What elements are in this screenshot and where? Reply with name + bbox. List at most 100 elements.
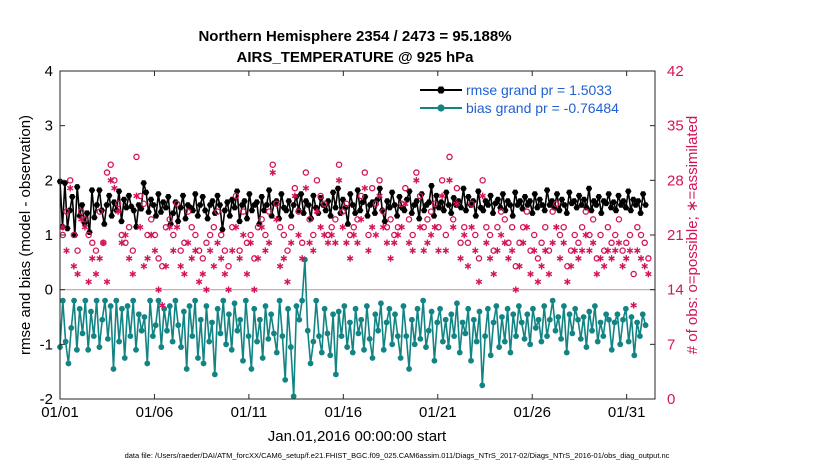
rmse-point xyxy=(64,225,71,232)
obs-assimilated-point xyxy=(63,247,70,254)
bias-point xyxy=(237,316,244,323)
bias-point xyxy=(175,322,182,329)
bias-point xyxy=(425,327,432,334)
obs-assimilated-point xyxy=(335,177,343,184)
rmse-point xyxy=(258,194,265,200)
rmse-point xyxy=(214,192,221,199)
rmse-point xyxy=(593,202,600,208)
bias-point xyxy=(431,357,438,364)
bias-point xyxy=(68,325,75,331)
obs-possible-point xyxy=(85,231,92,239)
rmse-point xyxy=(174,218,182,225)
bias-point xyxy=(62,338,69,345)
obs-assimilated-point xyxy=(225,286,232,293)
bias-point xyxy=(223,341,229,348)
obs-possible-point xyxy=(556,231,564,239)
obs-assimilated-point xyxy=(501,239,509,247)
bias-point xyxy=(71,297,77,304)
bias-point xyxy=(318,349,325,356)
bias-point xyxy=(242,297,249,304)
bias-point xyxy=(454,300,460,307)
bias-point xyxy=(307,360,314,367)
bias-point xyxy=(544,333,550,340)
bias-point xyxy=(524,311,531,318)
obs-assimilated-point xyxy=(479,192,486,200)
rmse-point xyxy=(93,202,101,208)
obs-assimilated-point xyxy=(291,192,299,200)
rmse-point xyxy=(352,210,359,216)
bias-point xyxy=(580,314,587,320)
obs-assimilated-point xyxy=(534,278,542,286)
obs-assimilated-point xyxy=(221,270,229,278)
obs-possible-point xyxy=(170,231,177,239)
bias-point xyxy=(414,305,421,312)
bias-point xyxy=(355,330,362,337)
obs-possible-point xyxy=(221,247,229,254)
obs-possible-point xyxy=(236,247,243,254)
bias-point xyxy=(119,305,125,312)
rmse-point xyxy=(475,188,482,194)
rmse-point xyxy=(571,198,578,204)
bias-point xyxy=(496,344,503,350)
y-right-tick-label: 0 xyxy=(667,391,675,408)
bias-point xyxy=(597,319,604,326)
rmse-point xyxy=(354,187,361,193)
bias-point xyxy=(195,355,201,361)
bias-point xyxy=(572,305,579,312)
rmse-point xyxy=(487,192,494,199)
rmse-point xyxy=(489,210,497,216)
y-tick-label: 1 xyxy=(45,227,53,244)
bias-point xyxy=(338,333,345,340)
bias-point xyxy=(456,349,463,356)
rmse-point xyxy=(265,187,273,193)
rmse-point xyxy=(507,202,514,208)
obs-assimilated-point xyxy=(368,223,376,231)
rmse-point xyxy=(120,196,128,203)
obs-assimilated-point xyxy=(508,247,516,254)
rmse-point xyxy=(433,192,440,199)
obs-possible-point xyxy=(475,255,483,262)
obs-assimilated-point xyxy=(346,255,354,262)
rmse-point xyxy=(413,198,420,204)
rmse-point xyxy=(603,200,610,207)
bias-point xyxy=(591,303,598,309)
obs-assimilated-point xyxy=(147,231,155,239)
rmse-point xyxy=(108,213,115,219)
bias-point xyxy=(316,333,322,340)
rmse-point xyxy=(317,195,324,201)
obs-possible-point xyxy=(424,216,431,223)
obs-assimilated-point xyxy=(494,247,501,254)
obs-assimilated-point xyxy=(59,223,67,231)
obs-possible-point xyxy=(188,223,195,231)
obs-assimilated-point xyxy=(287,239,295,247)
bias-point xyxy=(65,360,72,367)
rmse-point xyxy=(347,191,354,197)
bias-point xyxy=(518,319,525,326)
obs-possible-point xyxy=(332,216,339,223)
obs-possible-point xyxy=(357,192,365,200)
rmse-point xyxy=(88,187,96,193)
bias-point xyxy=(138,327,145,334)
obs-assimilated-point xyxy=(77,216,85,223)
obs-assimilated-point xyxy=(431,223,439,231)
obs-assimilated-point xyxy=(413,177,420,184)
rmse-point xyxy=(435,204,443,211)
obs-possible-point xyxy=(184,208,192,215)
rmse-point xyxy=(369,199,376,205)
rmse-point xyxy=(543,187,551,193)
obs-assimilated-point xyxy=(85,278,92,286)
obs-possible-point xyxy=(372,200,380,208)
obs-possible-point xyxy=(387,216,394,223)
y-tick-label: -1 xyxy=(40,336,53,353)
legend-bias-label: bias grand pr = -0.76484 xyxy=(466,100,619,116)
y-tick-label: 2 xyxy=(45,172,53,189)
rmse-point xyxy=(627,207,634,214)
rmse-point xyxy=(142,189,150,196)
rmse-point xyxy=(160,199,167,205)
rmse-point xyxy=(256,221,263,227)
obs-assimilated-point xyxy=(313,208,321,215)
bias-point xyxy=(268,311,275,318)
obs-assimilated-point xyxy=(442,247,450,254)
bias-point xyxy=(575,316,581,323)
bias-point xyxy=(473,338,480,345)
